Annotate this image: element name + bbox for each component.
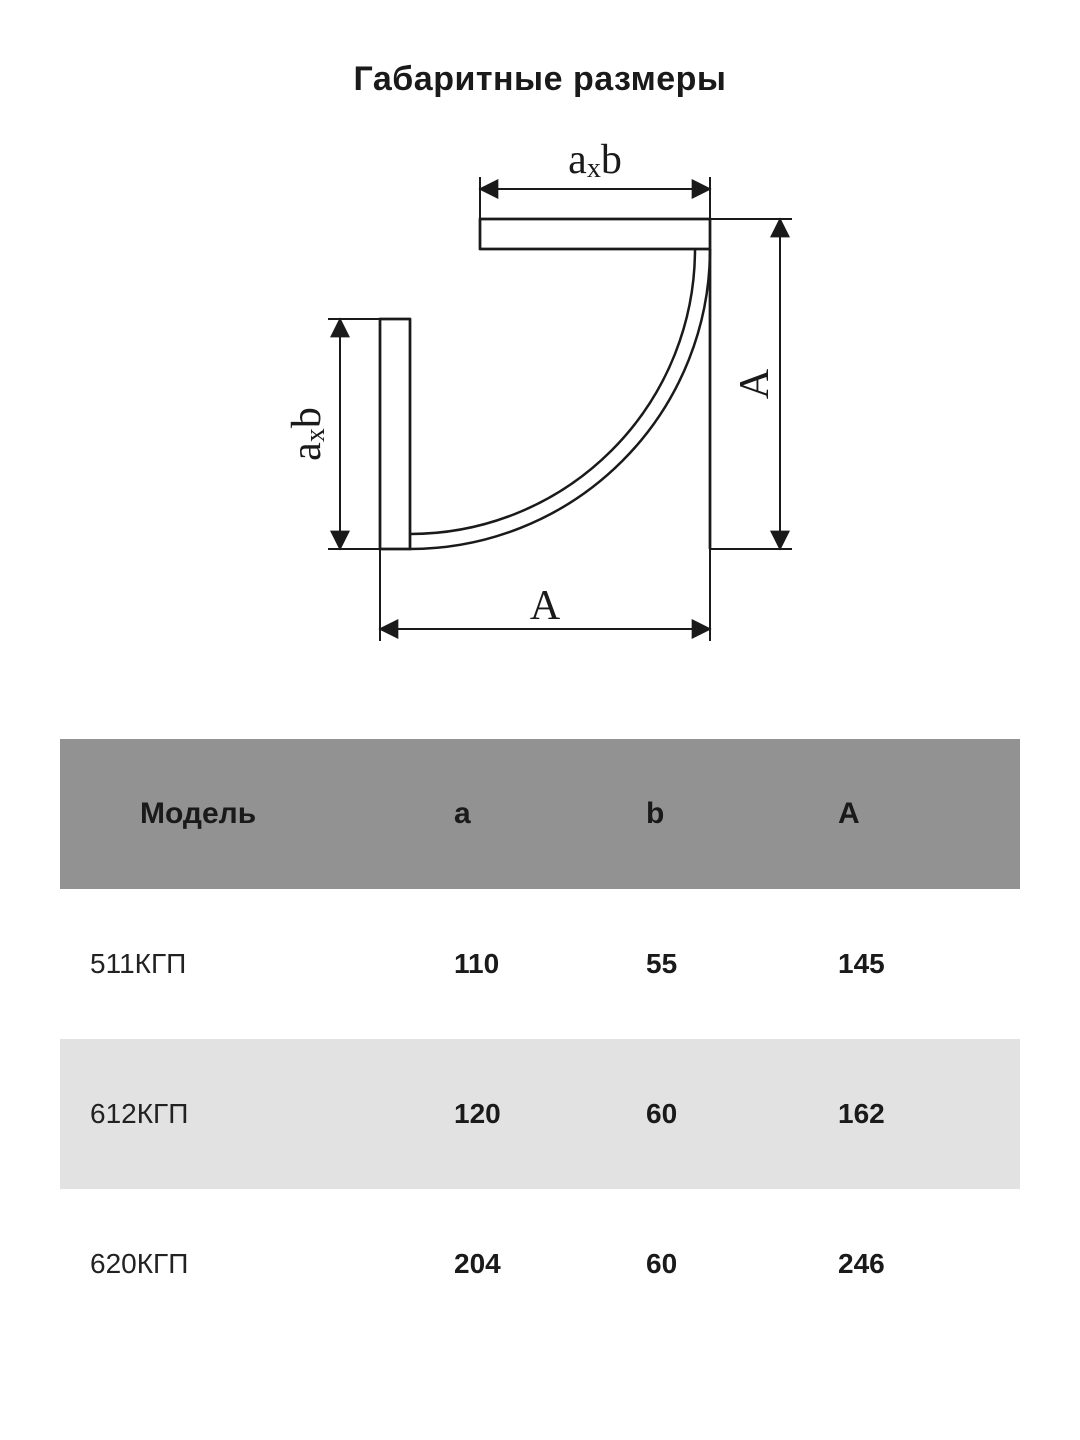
cell-b: 60 [636,1039,828,1189]
dimension-diagram: axb axb A A [220,129,860,709]
cell-model: 620КГП [60,1189,444,1339]
dimension-labels: axb axb A A [284,137,778,629]
cell-b: 55 [636,889,828,1039]
table-row: 620КГП20460246 [60,1189,1020,1339]
col-header-model: Модель [60,739,444,889]
dimension-lines [328,177,792,641]
table-row: 511КГП11055145 [60,889,1020,1039]
elbow-shape-clean [380,219,710,549]
col-header-A: A [828,739,1020,889]
col-header-b: b [636,739,828,889]
label-top-axb: axb [568,137,622,184]
cell-a: 110 [444,889,636,1039]
col-header-a: a [444,739,636,889]
label-right-A: A [732,368,778,399]
cell-a: 120 [444,1039,636,1189]
cell-model: 511КГП [60,889,444,1039]
page-title: Габаритные размеры [0,0,1080,99]
diagram-container: axb axb A A [0,129,1080,709]
cell-b: 60 [636,1189,828,1339]
cell-A: 162 [828,1039,1020,1189]
table-row: 612КГП12060162 [60,1039,1020,1189]
cell-a: 204 [444,1189,636,1339]
label-left-axb: axb [284,407,331,461]
label-bottom-A: A [530,583,561,629]
cell-A: 246 [828,1189,1020,1339]
cell-A: 145 [828,889,1020,1039]
cell-model: 612КГП [60,1039,444,1189]
table-header-row: Модель a b A [60,739,1020,889]
dimensions-table: Модель a b A 511КГП11055145612КГП1206016… [60,739,1020,1339]
